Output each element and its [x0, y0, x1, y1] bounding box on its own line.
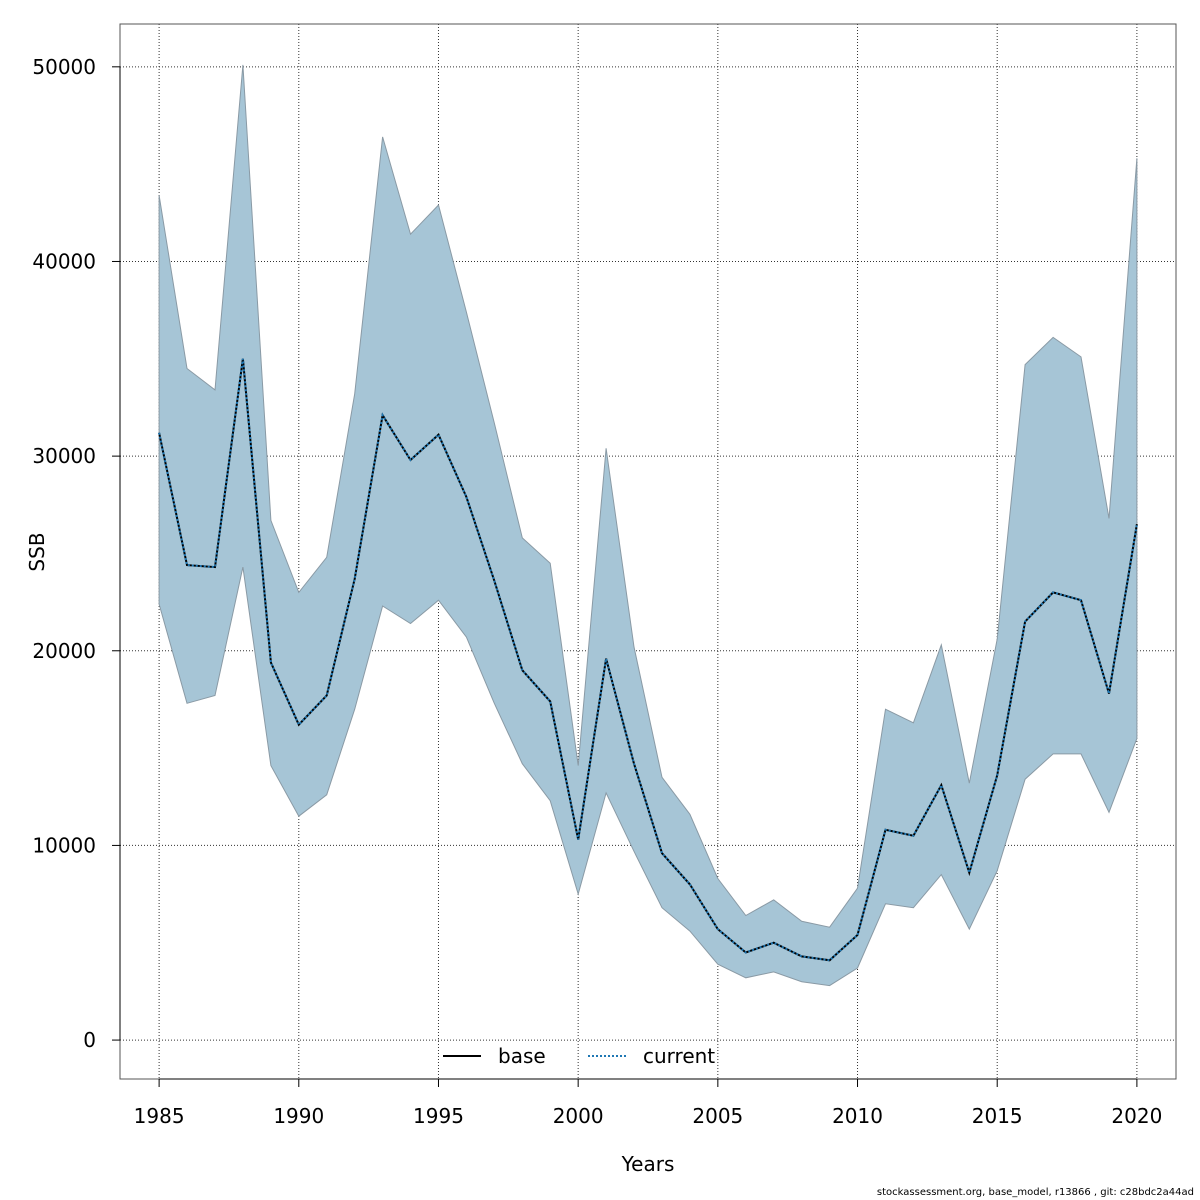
- legend-label-current: current: [643, 1044, 715, 1068]
- x-tick-label-2000: 2000: [553, 1104, 604, 1128]
- y-tick-label-0: 0: [83, 1028, 96, 1052]
- y-axis: 0 10000 20000 30000 40000 50000: [32, 55, 121, 1052]
- y-axis-title: SSB: [25, 532, 49, 571]
- legend-label-base: base: [498, 1044, 546, 1068]
- x-tick-label-1990: 1990: [273, 1104, 324, 1128]
- y-tick-label-40000: 40000: [32, 249, 96, 273]
- y-tick-label-30000: 30000: [32, 444, 96, 468]
- legend: base current: [443, 1044, 715, 1068]
- x-tick-label-2005: 2005: [692, 1104, 743, 1128]
- x-axis: 1985 1990 1995 2000 2005 2010 2015 2020: [134, 1078, 1162, 1128]
- series-lines: [158, 358, 1138, 962]
- x-tick-label-2010: 2010: [832, 1104, 883, 1128]
- x-tick-label-1985: 1985: [134, 1104, 185, 1128]
- x-axis-title: Years: [621, 1152, 675, 1176]
- y-tick-label-50000: 50000: [32, 55, 96, 79]
- series-line-current: [158, 358, 1138, 962]
- confidence-band: [158, 64, 1138, 987]
- x-tick-label-2020: 2020: [1111, 1104, 1162, 1128]
- x-tick-label-1995: 1995: [413, 1104, 464, 1128]
- y-tick-label-10000: 10000: [32, 833, 96, 857]
- footer-text: stockassessment.org, base_model, r13866 …: [876, 1187, 1194, 1198]
- y-tick-label-20000: 20000: [32, 639, 96, 663]
- x-tick-label-2015: 2015: [972, 1104, 1023, 1128]
